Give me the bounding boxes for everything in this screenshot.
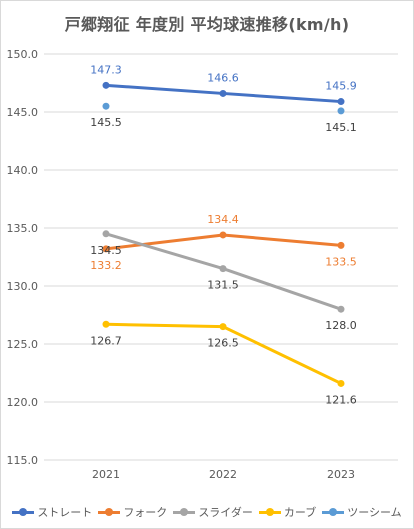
data-point bbox=[219, 265, 227, 273]
data-label: 145.5 bbox=[90, 116, 122, 129]
legend-swatch-icon bbox=[98, 507, 121, 517]
data-label: 131.5 bbox=[207, 279, 239, 292]
legend-item: フォーク bbox=[98, 504, 167, 520]
y-tick-label: 135.0 bbox=[7, 222, 39, 235]
legend-swatch-icon bbox=[173, 507, 196, 517]
data-label: 145.9 bbox=[325, 80, 357, 93]
data-label: 147.3 bbox=[90, 63, 122, 76]
y-tick-label: 140.0 bbox=[7, 164, 39, 177]
data-point bbox=[219, 231, 227, 239]
data-label: 128.0 bbox=[325, 319, 357, 332]
data-label: 126.5 bbox=[207, 337, 239, 350]
legend-item: ツーシーム bbox=[322, 504, 402, 520]
chart-title: 戸郷翔征 年度別 平均球速推移(km/h) bbox=[64, 15, 350, 34]
data-point bbox=[219, 323, 227, 331]
data-label: 126.7 bbox=[90, 334, 122, 347]
legend: ストレート フォーク スライダー カーブ ツーシーム bbox=[0, 504, 414, 520]
y-tick-label: 150.0 bbox=[7, 48, 39, 61]
x-axis-ticks: 2021 2022 2023 bbox=[92, 468, 355, 481]
data-label: 146.6 bbox=[207, 71, 239, 84]
y-tick-label: 145.0 bbox=[7, 106, 39, 119]
data-point bbox=[102, 320, 110, 328]
x-tick-label: 2021 bbox=[92, 468, 120, 481]
data-point bbox=[219, 89, 227, 97]
data-point bbox=[337, 98, 345, 106]
data-label: 121.6 bbox=[325, 393, 357, 406]
data-point bbox=[102, 81, 110, 89]
legend-label: フォーク bbox=[123, 506, 168, 519]
y-tick-label: 130.0 bbox=[7, 280, 39, 293]
legend-label: ストレート bbox=[37, 506, 93, 519]
data-label: 145.1 bbox=[325, 121, 357, 134]
data-point bbox=[337, 107, 345, 115]
legend-swatch-icon bbox=[258, 507, 281, 517]
legend-label: スライダー bbox=[198, 506, 253, 519]
data-point bbox=[102, 102, 110, 110]
y-tick-label: 115.0 bbox=[7, 454, 39, 467]
data-label: 133.5 bbox=[325, 255, 357, 268]
series-lines bbox=[102, 81, 345, 387]
data-labels: 147.3 146.6 145.9 133.2 134.4 133.5 134.5 131.5… bbox=[90, 63, 357, 406]
y-axis-ticks: 115.0 120.0 125.0 130.0 135.0 140.0 145.0 150.0 bbox=[7, 48, 39, 467]
data-point bbox=[337, 305, 345, 313]
data-point bbox=[337, 241, 345, 249]
x-tick-label: 2023 bbox=[327, 468, 355, 481]
legend-item: カーブ bbox=[258, 504, 317, 520]
x-tick-label: 2022 bbox=[209, 468, 237, 481]
legend-swatch-icon bbox=[322, 507, 345, 517]
legend-swatch-icon bbox=[12, 507, 35, 517]
data-point bbox=[337, 379, 345, 387]
data-label: 134.4 bbox=[207, 213, 239, 226]
legend-item: スライダー bbox=[173, 504, 253, 520]
data-point bbox=[102, 245, 110, 253]
legend-label: ツーシーム bbox=[347, 506, 402, 519]
y-tick-label: 120.0 bbox=[7, 396, 39, 409]
data-point bbox=[102, 230, 110, 238]
data-label: 134.5 bbox=[90, 244, 122, 257]
series-line bbox=[105, 322, 342, 385]
legend-item: ストレート bbox=[12, 504, 92, 520]
data-label: 133.2 bbox=[90, 259, 122, 272]
legend-label: カーブ bbox=[283, 506, 317, 519]
y-tick-label: 125.0 bbox=[7, 338, 39, 351]
